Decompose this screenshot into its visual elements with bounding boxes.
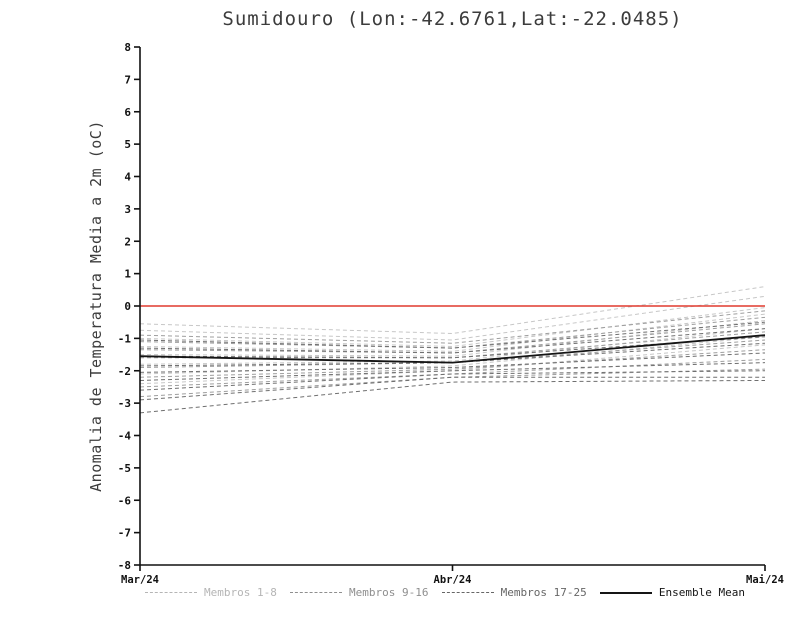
legend-label: Membros 17-25	[500, 586, 587, 599]
member-line-g3-m1	[139, 321, 766, 349]
member-line-g1-m8	[139, 344, 766, 385]
y-tick-label: -5	[118, 462, 131, 475]
y-tick-label: -3	[118, 397, 131, 410]
member-line-g1-m2	[139, 295, 766, 341]
y-tick-label: 5	[124, 138, 131, 151]
x-tick-label-mai-24: Mai/24	[746, 574, 784, 586]
chart-title: Sumidouro (Lon:-42.6761,Lat:-22.0485)	[222, 8, 683, 30]
member-line-g2-m3	[139, 323, 766, 354]
legend-item-1: Membros 1-8	[145, 586, 277, 599]
ensemble-mean-line	[139, 334, 766, 364]
y-tick-label: -1	[118, 332, 132, 345]
y-tick-label: 0	[124, 300, 131, 313]
legend-label: Membros 1-8	[204, 586, 277, 599]
x-tick-label-abr-24: Abr/24	[434, 574, 472, 586]
member-line-g2-m6	[139, 349, 766, 378]
y-tick-label: 7	[124, 73, 131, 86]
y-tick-label: 1	[124, 268, 131, 281]
member-line-g1-m6	[139, 328, 766, 365]
y-tick-label: 8	[124, 41, 131, 54]
legend-line-sample	[441, 592, 494, 593]
member-line-g3-m4	[139, 342, 766, 367]
y-tick-label: -7	[118, 527, 131, 540]
x-tick-label-mar-24: Mar/24	[121, 574, 159, 586]
legend-line-sample	[290, 592, 343, 593]
legend: Membros 1-8 Membros 9-16 Membros 17-25 Ense…	[145, 586, 745, 599]
member-line-g3-m8	[139, 376, 765, 401]
y-tick-label: 2	[124, 235, 131, 248]
member-line-g2-m2	[139, 316, 766, 349]
legend-item-4: Ensemble Mean	[599, 586, 745, 599]
member-line-g2-m4	[140, 331, 766, 359]
member-line-g3-m6	[139, 362, 766, 381]
member-line-g2-m7	[139, 358, 766, 388]
y-tick-label: -4	[118, 430, 132, 443]
member-line-g2-m5	[139, 339, 766, 369]
y-tick-label: 4	[124, 171, 131, 184]
y-tick-label: -2	[118, 365, 131, 378]
legend-item-2: Membros 9-16	[290, 586, 429, 599]
member-line-g3-m5	[139, 352, 766, 373]
member-line-g3-m2	[139, 328, 766, 354]
y-tick-label: 6	[124, 106, 131, 119]
member-line-g3-m7	[139, 370, 766, 391]
y-tick-label: -8	[118, 559, 131, 572]
legend-line-sample	[145, 592, 197, 593]
legend-line-sample	[599, 591, 652, 594]
member-line-g1-m7	[139, 336, 766, 375]
legend-label: Ensemble Mean	[658, 586, 745, 599]
y-tick-label: 3	[124, 203, 131, 216]
legend-label: Membros 9-16	[349, 586, 429, 599]
legend-item-3: Membros 17-25	[441, 586, 587, 599]
y-tick-label: -6	[118, 494, 132, 507]
